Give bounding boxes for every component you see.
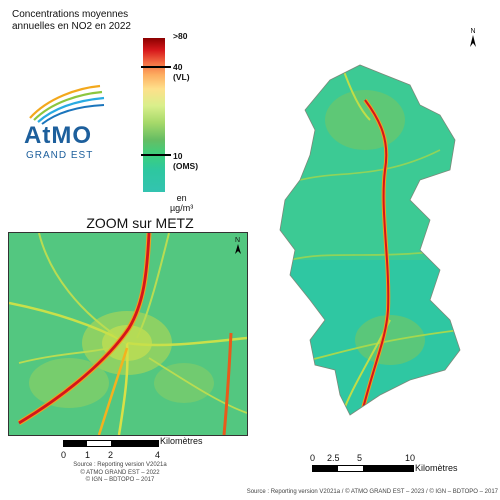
main-map-svg: [279, 64, 461, 416]
legend-vl-tick: [141, 66, 171, 68]
zoom-source-line-1: Source : Reporting version V2021a: [73, 462, 167, 468]
legend-oms-label: (OMS): [173, 161, 199, 171]
zoom-scale-tick-2: 2: [108, 450, 114, 460]
zoom-north-label: N: [235, 237, 241, 244]
main-scale-bar: [312, 465, 414, 472]
zoom-source: Source : Reporting version V2021a © ATMO…: [60, 462, 180, 485]
legend-vl-value: 40: [173, 62, 183, 72]
zoom-scale-bar: [63, 440, 159, 447]
title-line-1: Concentrations moyennes: [12, 9, 129, 20]
legend-unit-line-2: µg/m³: [170, 203, 194, 213]
zoom-scale-unit: Kilomètres: [160, 436, 203, 446]
main-scale-tick-2: 5: [357, 453, 363, 463]
logo-brand: AtMO: [24, 122, 92, 149]
main-scale-tick-0: 0: [310, 453, 316, 463]
main-scale-tick-1: 2.5: [327, 453, 340, 463]
legend-unit: en µg/m³: [170, 193, 193, 213]
legend-oms-tick: [141, 154, 171, 156]
legend-color-bar: [143, 38, 165, 192]
main-scale-unit: Kilomètres: [415, 463, 458, 473]
atmo-logo: AtMO GRAND EST: [18, 78, 108, 166]
zoom-source-line-3: © IGN – BDTOPO – 2017: [85, 477, 155, 483]
main-scale-tick-3: 10: [405, 453, 416, 463]
zoom-map-svg: [8, 232, 248, 436]
main-north-label: N: [470, 28, 476, 35]
logo-subtitle: GRAND EST: [26, 150, 94, 161]
legend-unit-line-1: en: [176, 193, 187, 203]
title-line-2: annuelles en NO2 en 2022: [12, 21, 131, 32]
map-title: Concentrations moyennes annuelles en NO2…: [12, 9, 152, 33]
zoom-source-line-2: © ATMO GRAND EST – 2022: [80, 469, 160, 476]
legend-vl-label: (VL): [173, 72, 190, 82]
zoom-north-arrow: N: [235, 237, 241, 256]
zoom-scale-tick-0: 0: [61, 450, 67, 460]
main-north-arrow: N: [470, 28, 476, 49]
main-map: [270, 60, 470, 420]
zoom-scale-tick-1: 1: [85, 450, 91, 460]
legend-oms-value: 10: [173, 151, 183, 161]
zoom-map: N: [8, 232, 248, 436]
zoom-title: ZOOM sur METZ: [86, 215, 194, 231]
legend-max-label: >80: [173, 31, 188, 41]
main-source: Source : Reporting version V2021a / © AT…: [246, 489, 498, 495]
zoom-scale-tick-3: 4: [155, 450, 161, 460]
